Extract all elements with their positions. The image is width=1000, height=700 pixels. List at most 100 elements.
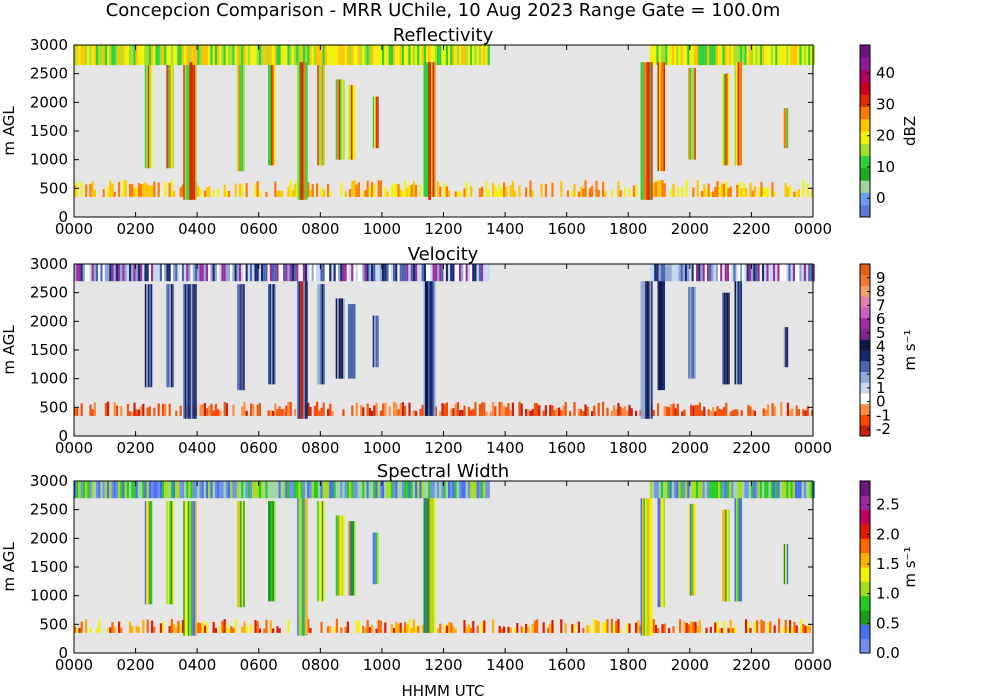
- colorbar-frame: [859, 480, 871, 654]
- colorbar-tick-label: 7: [876, 296, 886, 314]
- colorbar-swatch: [860, 552, 870, 568]
- feature-cloud-layer: [649, 481, 815, 499]
- colorbar-frame: [859, 44, 871, 218]
- colorbar-label: m s⁻¹: [901, 329, 919, 370]
- colorbar-swatch: [860, 118, 870, 132]
- colorbar-swatch: [860, 393, 870, 405]
- colorbar-tick-label: 4: [876, 338, 886, 356]
- feature-cloud-layer: [74, 264, 490, 282]
- y-tick-label: 1500: [30, 341, 68, 359]
- x-tick-label: 1600: [548, 439, 586, 457]
- feature-low-echo-layer: [74, 401, 814, 416]
- x-tick-label: 0800: [301, 656, 339, 674]
- colorbar-tick-label: 8: [876, 283, 886, 301]
- x-tick-label: 1400: [486, 439, 524, 457]
- x-tick-label: 1200: [424, 220, 462, 238]
- x-tick-label: 0800: [301, 220, 339, 238]
- colorbar-tick-label: 20: [876, 127, 895, 145]
- x-tick-label: 0000: [55, 439, 93, 457]
- colorbar-swatch: [860, 425, 870, 437]
- colorbar-tick-label: 40: [876, 64, 895, 82]
- x-tick-label: 0200: [116, 656, 154, 674]
- colorbar-tick-label: 6: [876, 310, 886, 328]
- colorbar-swatch: [860, 638, 870, 654]
- y-tick-label: 500: [39, 615, 68, 633]
- colorbar-swatch: [860, 204, 870, 218]
- y-axis-label: m AGL: [0, 325, 18, 375]
- x-tick-label: 0200: [116, 220, 154, 238]
- x-tick-label: 1800: [609, 220, 647, 238]
- colorbar-swatch: [860, 509, 870, 525]
- x-tick-label: 1400: [486, 220, 524, 238]
- colorbar-label: m s⁻¹: [901, 546, 919, 587]
- x-tick-label: 0400: [178, 656, 216, 674]
- y-tick-label: 2000: [30, 93, 68, 111]
- x-tick-label: 1000: [363, 656, 401, 674]
- x-tick-label: 0000: [794, 656, 832, 674]
- colorbar-tick-label: 30: [876, 95, 895, 113]
- colorbar-swatch: [860, 307, 870, 319]
- y-tick-label: 2000: [30, 529, 68, 547]
- x-tick-label: 2000: [671, 439, 709, 457]
- colorbar-tick-label: 0: [876, 189, 886, 207]
- colorbar-swatch: [860, 131, 870, 144]
- colorbar-swatch: [860, 328, 870, 340]
- x-tick-label: 2000: [671, 220, 709, 238]
- feature-low-echo-layer: [74, 179, 814, 197]
- x-tick-label: 0600: [240, 656, 278, 674]
- x-tick-label: 1000: [363, 439, 401, 457]
- y-axis-label: m AGL: [0, 106, 18, 156]
- panel-spectral-width: Spectral Width 0000 0200 0400 0600 0800 1000 12…: [0, 461, 919, 674]
- colorbar-swatch: [860, 350, 870, 362]
- x-tick-label: 0400: [178, 220, 216, 238]
- panel-title: Spectral Width: [377, 461, 509, 482]
- shower-core: [646, 62, 650, 200]
- colorbar-tick-label: -2: [876, 420, 891, 438]
- y-tick-label: 1000: [30, 370, 68, 388]
- colorbar-tick-label: 2: [876, 365, 886, 383]
- y-tick-label: 0: [58, 208, 68, 226]
- x-tick-label: 0000: [55, 220, 93, 238]
- y-tick-label: 3000: [30, 255, 68, 273]
- y-tick-label: 3000: [30, 472, 68, 490]
- colorbar-swatch: [860, 610, 870, 625]
- colorbar-tick-label: 10: [876, 158, 895, 176]
- shower-core: [428, 62, 432, 200]
- colorbar-tick-label: 0.0: [876, 644, 900, 662]
- x-tick-label: 0000: [794, 439, 832, 457]
- colorbar-swatch: [860, 495, 870, 511]
- colorbar-swatch: [860, 595, 870, 611]
- colorbar-swatch: [860, 371, 870, 383]
- feature-cloud-layer: [74, 481, 490, 499]
- y-tick-label: 2500: [30, 284, 68, 302]
- x-tick-label: 1800: [609, 439, 647, 457]
- colorbar: 0 10 20 30 40 dBZ: [859, 44, 919, 218]
- x-tick-label: 0000: [794, 220, 832, 238]
- colorbar-tick-label: 1.0: [876, 585, 900, 603]
- colorbar-swatch: [860, 382, 870, 394]
- precipitation-curtains: [144, 281, 789, 419]
- precipitation-curtains: [144, 498, 789, 636]
- x-tick-label: 1800: [609, 656, 647, 674]
- colorbar-swatch: [860, 285, 870, 297]
- feature-cloud-layer: [74, 45, 490, 66]
- colorbar-tick-label: 9: [876, 269, 886, 287]
- colorbar-swatch: [860, 624, 870, 640]
- colorbar-tick-label: 1.5: [876, 555, 900, 573]
- colorbar-swatch: [860, 581, 870, 597]
- feature-cloud-layer: [649, 45, 815, 66]
- x-tick-label: 0600: [240, 439, 278, 457]
- colorbar-swatch: [860, 360, 870, 372]
- y-tick-label: 1500: [30, 558, 68, 576]
- colorbar-tick-label: 5: [876, 324, 886, 342]
- colorbar-swatch: [860, 264, 870, 276]
- x-tick-label: 0600: [240, 220, 278, 238]
- colorbar-tick-label: -1: [876, 406, 891, 424]
- y-tick-label: 1500: [30, 122, 68, 140]
- y-axis-label: m AGL: [0, 542, 18, 592]
- colorbar-swatch: [860, 69, 870, 83]
- x-tick-label: 1200: [424, 439, 462, 457]
- colorbar-swatch: [860, 538, 870, 554]
